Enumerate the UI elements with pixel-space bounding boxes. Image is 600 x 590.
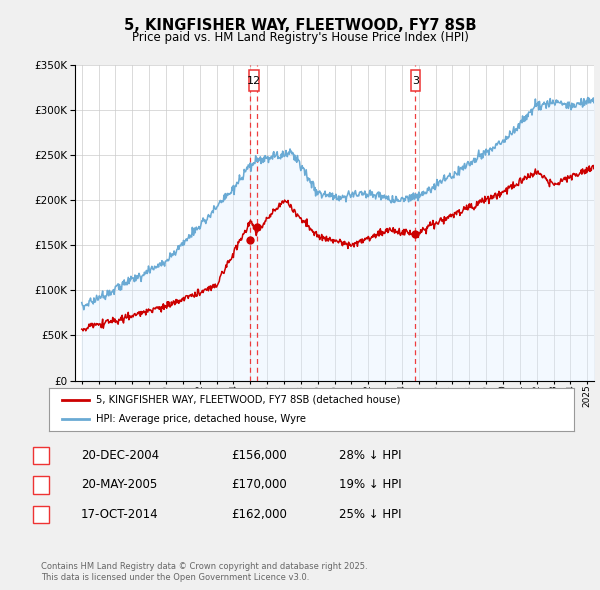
Text: 28% ↓ HPI: 28% ↓ HPI bbox=[339, 449, 401, 462]
Text: 1: 1 bbox=[37, 449, 44, 462]
Text: 3: 3 bbox=[412, 76, 419, 86]
Text: 20-DEC-2004: 20-DEC-2004 bbox=[81, 449, 159, 462]
Text: 5, KINGFISHER WAY, FLEETWOOD, FY7 8SB (detached house): 5, KINGFISHER WAY, FLEETWOOD, FY7 8SB (d… bbox=[97, 395, 401, 405]
Text: £156,000: £156,000 bbox=[231, 449, 287, 462]
FancyBboxPatch shape bbox=[250, 70, 259, 91]
Text: This data is licensed under the Open Government Licence v3.0.: This data is licensed under the Open Gov… bbox=[41, 572, 309, 582]
Text: 20-MAY-2005: 20-MAY-2005 bbox=[81, 478, 157, 491]
Text: 5, KINGFISHER WAY, FLEETWOOD, FY7 8SB: 5, KINGFISHER WAY, FLEETWOOD, FY7 8SB bbox=[124, 18, 476, 33]
Text: £162,000: £162,000 bbox=[231, 508, 287, 521]
Text: Price paid vs. HM Land Registry's House Price Index (HPI): Price paid vs. HM Land Registry's House … bbox=[131, 31, 469, 44]
Text: 2: 2 bbox=[37, 478, 44, 491]
Text: 19% ↓ HPI: 19% ↓ HPI bbox=[339, 478, 401, 491]
Text: £170,000: £170,000 bbox=[231, 478, 287, 491]
Text: 12: 12 bbox=[247, 76, 261, 86]
Text: 3: 3 bbox=[37, 508, 44, 521]
FancyBboxPatch shape bbox=[410, 70, 420, 91]
Text: Contains HM Land Registry data © Crown copyright and database right 2025.: Contains HM Land Registry data © Crown c… bbox=[41, 562, 367, 571]
Text: HPI: Average price, detached house, Wyre: HPI: Average price, detached house, Wyre bbox=[97, 414, 307, 424]
Text: 17-OCT-2014: 17-OCT-2014 bbox=[81, 508, 158, 521]
Text: 25% ↓ HPI: 25% ↓ HPI bbox=[339, 508, 401, 521]
